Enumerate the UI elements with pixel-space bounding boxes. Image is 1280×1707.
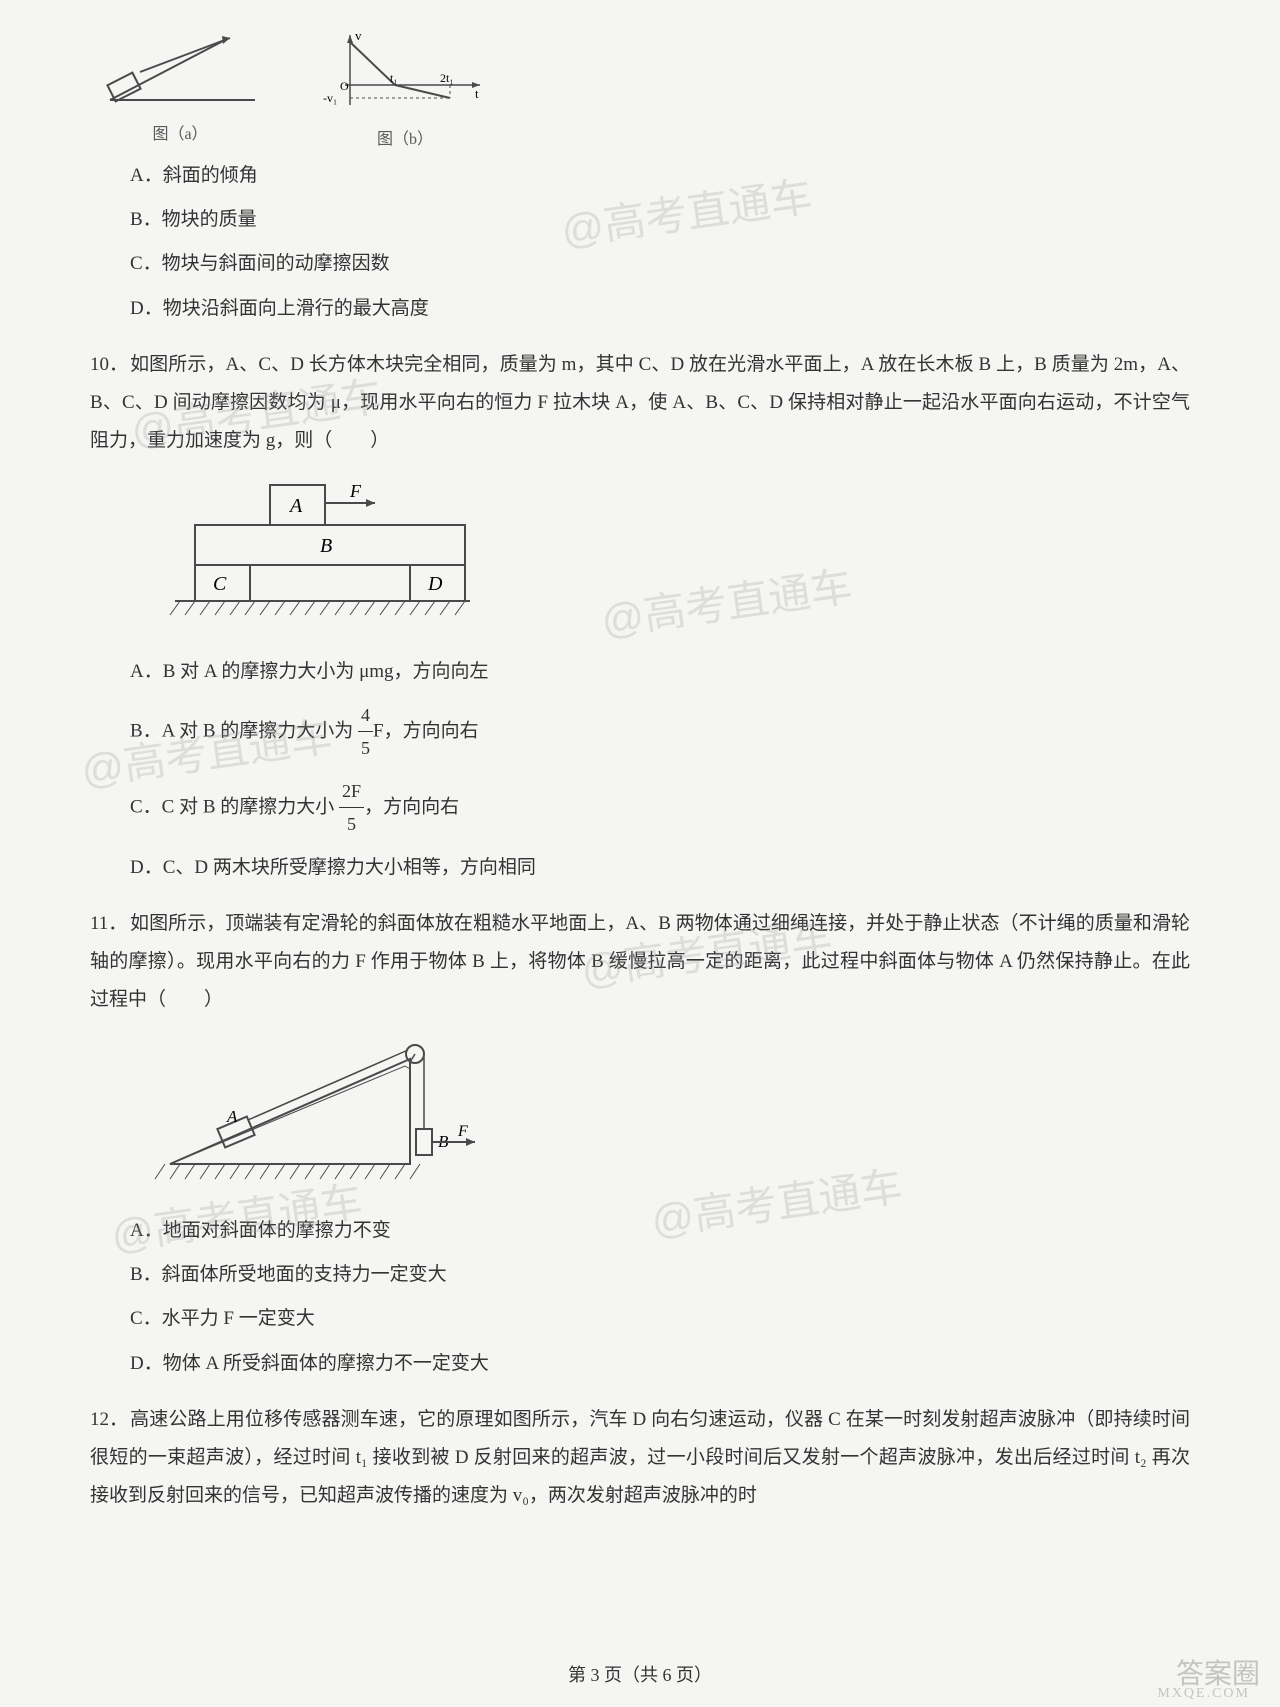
svg-text:D: D [427,573,443,595]
fig-b-caption: 图（b） [320,125,490,149]
corner-sub: MXQE.COM [1157,1686,1250,1702]
svg-text:F: F [349,481,362,501]
incline-diagram [100,30,260,110]
q11-option-c: C．水平力 F 一定变大 [130,1302,1220,1336]
q11-diagram: A B F [140,1034,1220,1199]
svg-text:-v₁: -v₁ [323,91,337,105]
q9-figures: 图（a） v t O t₁ 2t₁ -v₁ 图（b） [100,30,1220,149]
svg-text:t₁: t₁ [390,71,398,85]
q10-body: 如图所示，A、C、D 长方体木块完全相同，质量为 m，其中 C、D 放在光滑水平… [90,354,1190,451]
figure-b: v t O t₁ 2t₁ -v₁ 图（b） [320,30,490,149]
q10-option-a: A．B 对 A 的摩擦力大小为 μmg，方向向左 [130,655,1220,689]
q9-option-d: D．物块沿斜面向上滑行的最大高度 [130,292,1220,326]
svg-text:t: t [475,86,479,101]
velocity-graph: v t O t₁ 2t₁ -v₁ [320,30,490,115]
q9-option-a: A．斜面的倾角 [130,159,1220,193]
q9-option-b: B．物块的质量 [130,203,1220,237]
q11-option-d: D．物体 A 所受斜面体的摩擦力不一定变大 [130,1347,1220,1381]
q12-body: 高速公路上用位移传感器测车速，它的原理如图所示，汽车 D 向右匀速运动，仪器 C… [90,1409,1190,1506]
q10-option-b: B．A 对 B 的摩擦力大小为 45F，方向向右 [130,699,1220,765]
svg-text:A: A [226,1107,238,1126]
q10-diagram: A F B C D [140,475,1220,640]
svg-text:F: F [457,1123,468,1140]
q10-text: 10．如图所示，A、C、D 长方体木块完全相同，质量为 m，其中 C、D 放在光… [90,346,1190,460]
svg-text:2t₁: 2t₁ [440,71,454,85]
svg-text:A: A [288,495,303,517]
q10-option-d: D．C、D 两木块所受摩擦力大小相等，方向相同 [130,851,1220,885]
q10-option-c: C．C 对 B 的摩擦力大小 2F5，方向向右 [130,775,1220,841]
svg-text:B: B [320,535,332,557]
q10-num: 10． [90,346,130,384]
q9-option-c: C．物块与斜面间的动摩擦因数 [130,247,1220,281]
q11-option-a: A．地面对斜面体的摩擦力不变 [130,1214,1220,1248]
page-footer: 第 3 页（共 6 页） [0,1661,1280,1687]
q11-option-b: B．斜面体所受地面的支持力一定变大 [130,1258,1220,1292]
q11-num: 11． [90,905,130,943]
q12-num: 12． [90,1401,130,1439]
q12-text: 12．高速公路上用位移传感器测车速，它的原理如图所示，汽车 D 向右匀速运动，仪… [90,1401,1190,1515]
q11-body: 如图所示，顶端装有定滑轮的斜面体放在粗糙水平地面上，A、B 两物体通过细绳连接，… [90,913,1190,1010]
q11-text: 11．如图所示，顶端装有定滑轮的斜面体放在粗糙水平地面上，A、B 两物体通过细绳… [90,905,1190,1019]
svg-text:C: C [213,573,227,595]
svg-text:O: O [340,79,349,93]
fig-a-caption: 图（a） [100,120,260,144]
figure-a: 图（a） [100,30,260,149]
svg-text:v: v [355,30,362,43]
